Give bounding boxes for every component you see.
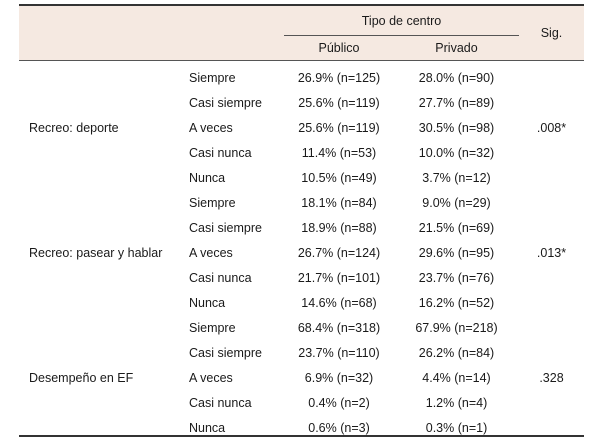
table-bottom-rule <box>19 435 584 437</box>
group-label: Recreo: deporte <box>29 121 119 135</box>
public-value: 21.7% (n=101) <box>297 271 381 285</box>
response-label: Casi nunca <box>189 396 252 410</box>
header-group-rule <box>284 35 519 36</box>
private-value: 27.7% (n=89) <box>418 96 495 110</box>
response-label: Siempre <box>189 321 236 335</box>
public-value: 25.6% (n=119) <box>298 121 380 135</box>
public-value: 0.6% (n=3) <box>308 421 370 435</box>
response-label: A veces <box>189 121 233 135</box>
public-value: 11.4% (n=53) <box>301 146 377 160</box>
private-value: 28.0% (n=90) <box>418 71 495 85</box>
private-value: 30.5% (n=98) <box>418 121 495 135</box>
response-label: Siempre <box>189 71 236 85</box>
table-header-background <box>19 4 584 61</box>
private-value: 10.0% (n=32) <box>418 146 495 160</box>
private-value: 3.7% (n=12) <box>422 171 491 185</box>
public-value: 6.9% (n=32) <box>304 371 374 385</box>
header-private: Privado <box>435 41 478 55</box>
private-value: 23.7% (n=76) <box>418 271 495 285</box>
response-label: Nunca <box>189 296 226 310</box>
response-label: Casi nunca <box>189 271 252 285</box>
response-label: A veces <box>189 371 233 385</box>
response-label: Casi nunca <box>189 146 252 160</box>
group-label: Desempeño en EF <box>29 371 134 385</box>
group-sig-value: .008* <box>536 121 567 135</box>
response-label: Casi siempre <box>189 221 262 235</box>
header-group-label: Tipo de centro <box>361 14 442 28</box>
response-label: A veces <box>189 246 233 260</box>
private-value: 4.4% (n=14) <box>422 371 491 385</box>
private-value: 0.3% (n=1) <box>425 421 488 435</box>
public-value: 26.7% (n=124) <box>297 246 381 260</box>
header-bottom-rule <box>19 60 584 61</box>
table-top-rule <box>19 4 584 6</box>
response-label: Nunca <box>189 421 226 435</box>
public-value: 10.5% (n=49) <box>301 171 377 185</box>
response-label: Nunca <box>189 171 226 185</box>
private-value: 16.2% (n=52) <box>418 296 495 310</box>
private-value: 26.2% (n=84) <box>418 346 495 360</box>
response-label: Casi siempre <box>189 96 262 110</box>
private-value: 29.6% (n=95) <box>418 246 495 260</box>
response-label: Casi siempre <box>189 346 262 360</box>
header-public: Público <box>318 41 360 55</box>
public-value: 26.9% (n=125) <box>297 71 381 85</box>
public-value: 25.6% (n=119) <box>298 96 380 110</box>
public-value: 23.7% (n=110) <box>298 346 380 360</box>
private-value: 9.0% (n=29) <box>422 196 491 210</box>
group-sig-value: .013* <box>536 246 567 260</box>
group-sig-value: .328 <box>539 371 564 385</box>
private-value: 67.9% (n=218) <box>415 321 498 335</box>
header-sig: Sig. <box>540 26 563 40</box>
public-value: 68.4% (n=318) <box>297 321 381 335</box>
response-label: Siempre <box>189 196 236 210</box>
public-value: 14.6% (n=68) <box>301 296 377 310</box>
group-label: Recreo: pasear y hablar <box>29 246 163 260</box>
public-value: 18.9% (n=88) <box>301 221 377 235</box>
private-value: 21.5% (n=69) <box>418 221 495 235</box>
public-value: 0.4% (n=2) <box>308 396 370 410</box>
public-value: 18.1% (n=84) <box>301 196 377 210</box>
private-value: 1.2% (n=4) <box>425 396 488 410</box>
